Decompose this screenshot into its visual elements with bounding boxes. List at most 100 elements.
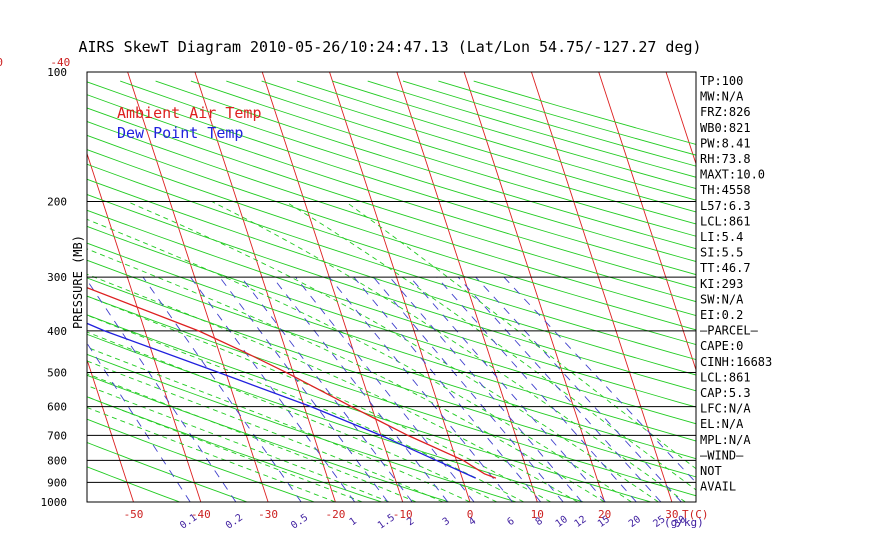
dry-adiabat-line bbox=[332, 80, 696, 190]
mixing-ratio-label: 12 bbox=[572, 514, 588, 530]
bottom-temp-tick-label: 0 bbox=[467, 508, 474, 521]
index-line: LCL:861 bbox=[700, 370, 751, 384]
dry-adiabat-line bbox=[87, 374, 451, 502]
series-layer bbox=[87, 286, 497, 479]
mixing-ratio-label: 2 bbox=[405, 516, 416, 528]
pressure-tick-label: 500 bbox=[47, 367, 67, 380]
isotherm-line bbox=[530, 72, 673, 502]
mixing-ratio-label: 3 bbox=[441, 516, 452, 528]
moist-adiabat-line bbox=[87, 248, 605, 502]
dry-adiabat-line bbox=[87, 121, 696, 317]
index-line: RH:73.8 bbox=[700, 152, 751, 166]
moist-adiabat-line bbox=[285, 201, 696, 491]
dry-adiabat-line bbox=[120, 80, 696, 262]
index-line: EI:0.2 bbox=[700, 308, 743, 322]
isotherm-line bbox=[463, 72, 606, 502]
dry-adiabat-line bbox=[87, 163, 696, 361]
index-line: CAPE:0 bbox=[700, 339, 743, 353]
isotherm-line bbox=[87, 358, 134, 502]
dry-adiabat-line bbox=[87, 353, 518, 502]
pressure-tick-label: 600 bbox=[47, 401, 67, 414]
mixing-ratio-label: 0.5 bbox=[289, 512, 310, 531]
isotherm-line bbox=[329, 72, 471, 502]
dry-adiabat-line bbox=[87, 314, 653, 502]
bottom-temp-tick-label: -10 bbox=[393, 508, 413, 521]
index-line: MAXT:10.0 bbox=[700, 168, 765, 182]
bottom-temp-tick-label: 20 bbox=[598, 508, 611, 521]
mixing-ratio-line bbox=[436, 276, 637, 502]
mixing-ratio-line bbox=[142, 276, 302, 502]
index-line: KI:293 bbox=[700, 277, 743, 291]
mixing-ratio-line bbox=[240, 276, 413, 502]
dry-adiabat-line bbox=[87, 333, 586, 502]
pressure-tick-label: 900 bbox=[47, 476, 67, 489]
bottom-temp-tick-label: -50 bbox=[124, 508, 144, 521]
pressure-tick-label: 300 bbox=[47, 271, 67, 284]
top-temp-tick-labels: -120-110-100-90-80-70-60-50-40 bbox=[0, 56, 70, 69]
dry-adiabat-line bbox=[87, 134, 696, 331]
temp-axis-unit: T(C) bbox=[682, 508, 709, 521]
mixing-ratio-line bbox=[328, 276, 513, 502]
pressure-tick-label: 100 bbox=[47, 66, 67, 79]
mixing-ratio-line bbox=[295, 276, 475, 502]
dry-adiabat-line bbox=[87, 466, 181, 502]
index-line: FRZ:826 bbox=[700, 105, 751, 119]
bottom-temp-tick-label: -40 bbox=[191, 508, 211, 521]
bottom-temp-tick-labels: -50 -40 -30 -20 -10 0 10 20 30 bbox=[124, 508, 679, 521]
mixing-ratio-line bbox=[353, 276, 542, 502]
index-line: MPL:N/A bbox=[700, 433, 751, 447]
isotherm-line bbox=[127, 72, 269, 502]
index-line: NOT bbox=[700, 464, 722, 478]
bottom-temp-tick-label: -30 bbox=[258, 508, 278, 521]
dew-point-temp-line bbox=[87, 322, 476, 479]
moist-adiabat-line bbox=[87, 295, 552, 502]
mixing-ratio-label: 0.2 bbox=[224, 512, 245, 531]
index-line: CAP:5.3 bbox=[700, 386, 751, 400]
index-line: —PARCEL— bbox=[700, 324, 759, 338]
mixing-ratio-line bbox=[373, 276, 564, 502]
dry-adiabat-line bbox=[87, 209, 696, 408]
ambient-air-temp-line bbox=[87, 286, 497, 479]
index-line: TP:100 bbox=[700, 74, 743, 88]
dry-adiabat-line bbox=[87, 418, 316, 502]
y-axis-label: PRESSURE (MB) bbox=[71, 235, 85, 329]
dry-adiabat-line bbox=[87, 442, 249, 502]
index-line: AVAIL bbox=[700, 480, 736, 494]
mixing-ratio-label: 8 bbox=[534, 516, 545, 528]
dry-adiabat-line bbox=[87, 396, 384, 502]
moist-adiabat-line bbox=[87, 406, 336, 502]
mixing-ratio-line bbox=[409, 276, 606, 502]
mixing-ratio-line bbox=[87, 342, 191, 502]
mixing-ratio-label: 10 bbox=[554, 514, 570, 530]
legend: Ambient Air Temp Dew Point Temp bbox=[117, 104, 262, 142]
mixing-ratio-label: 20 bbox=[627, 514, 643, 530]
dry-adiabat-grid bbox=[87, 80, 696, 502]
mixing-ratio-label: 4 bbox=[467, 516, 478, 528]
pressure-tick-label: 200 bbox=[47, 195, 67, 208]
mixing-ratio-line bbox=[457, 276, 662, 502]
chart-title: AIRS SkewT Diagram 2010-05-26/10:24:47.1… bbox=[78, 38, 701, 56]
dry-adiabat-line bbox=[87, 259, 696, 460]
mixing-ratio-line bbox=[272, 276, 449, 502]
index-line: LCL:861 bbox=[700, 214, 751, 228]
index-line: CINH:16683 bbox=[700, 355, 772, 369]
mixing-ratio-line bbox=[475, 276, 682, 502]
bottom-temp-tick-label: 10 bbox=[531, 508, 544, 521]
top-temp-tick-label: -40 bbox=[50, 56, 70, 69]
dry-adiabat-line bbox=[87, 295, 696, 497]
dry-adiabat-line bbox=[87, 225, 696, 425]
dry-adiabat-line bbox=[87, 149, 696, 346]
mixing-ratio-label: 6 bbox=[505, 516, 516, 528]
mixing-ratio-line bbox=[503, 276, 696, 484]
index-line: SI:5.5 bbox=[700, 246, 743, 260]
isotherm-line bbox=[665, 72, 696, 166]
mixing-ratio-line bbox=[389, 276, 583, 502]
moist-adiabat-line bbox=[345, 201, 696, 470]
moist-adiabat-line bbox=[87, 384, 390, 502]
index-line: L57:6.3 bbox=[700, 199, 751, 213]
mixing-ratio-labels: 0.1 0.2 0.5 1 1.5 2 3 4 6 8 10 12 15 20 25 30 bbox=[178, 512, 688, 531]
dry-adiabat-line bbox=[87, 242, 696, 442]
mixing-ratio-line bbox=[190, 276, 356, 502]
index-line: LI:5.4 bbox=[700, 230, 743, 244]
